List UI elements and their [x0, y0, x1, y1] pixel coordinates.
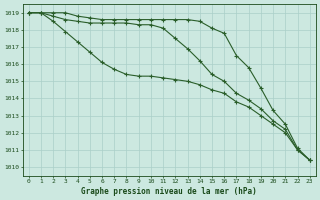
X-axis label: Graphe pression niveau de la mer (hPa): Graphe pression niveau de la mer (hPa): [81, 187, 257, 196]
